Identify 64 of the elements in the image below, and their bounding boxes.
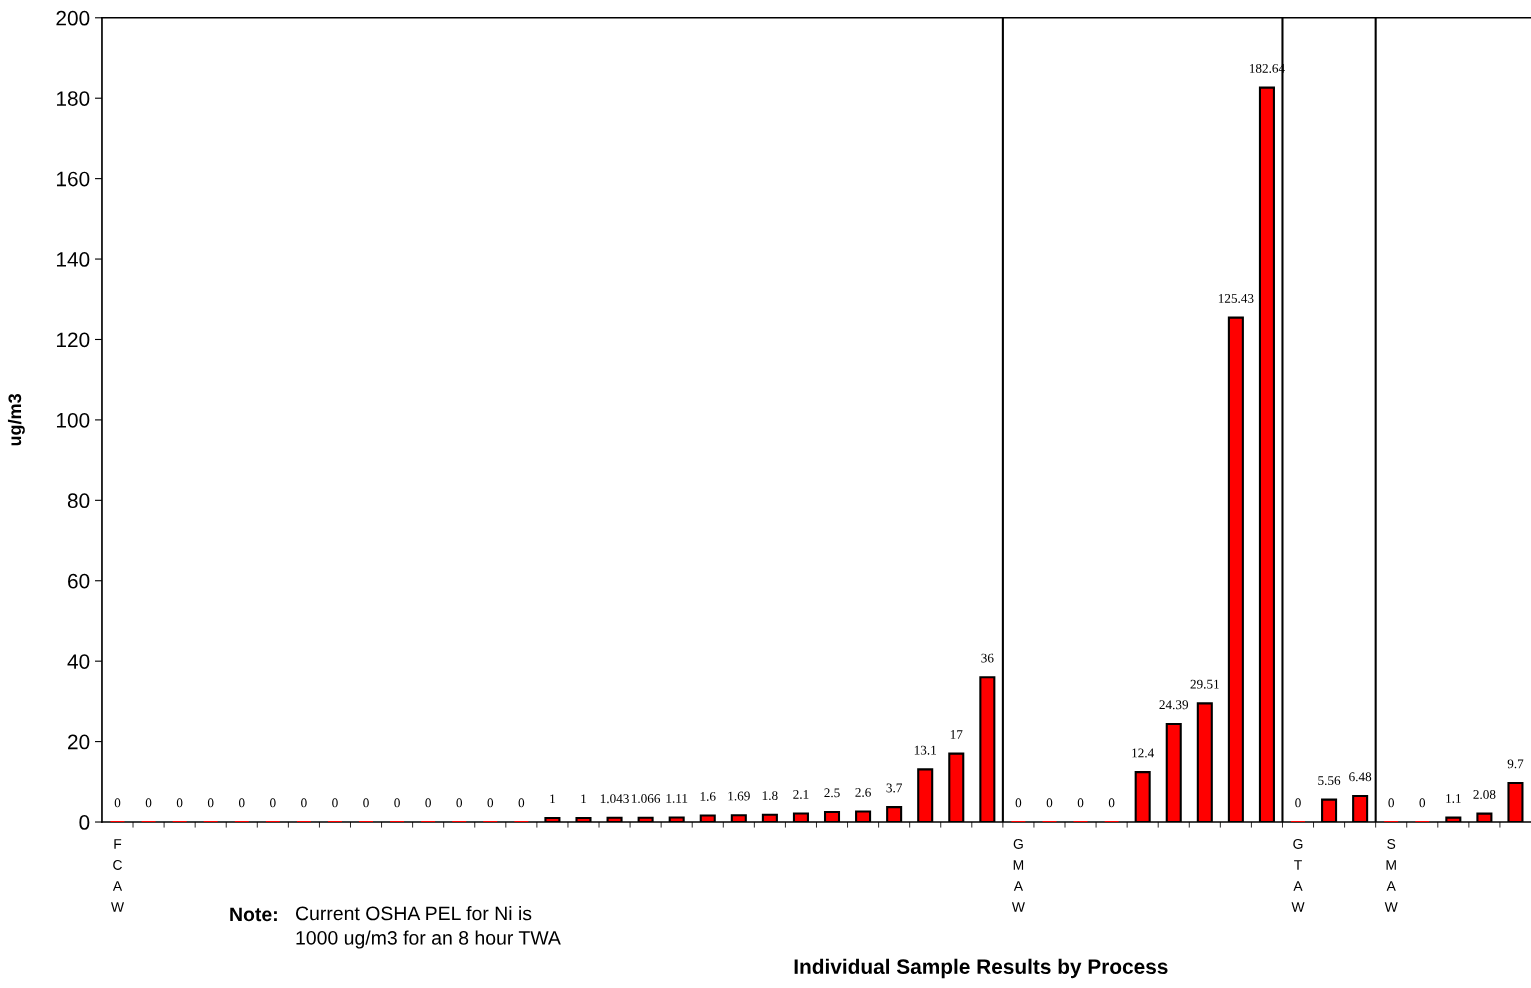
data-label: 0 xyxy=(1295,798,1301,808)
x-tick-label: FCAW xyxy=(111,839,124,912)
data-label: 0 xyxy=(145,798,152,808)
x-tick-label: SMAW xyxy=(1384,839,1398,912)
data-label: 13.1 xyxy=(914,745,936,755)
y-tick-label: 120 xyxy=(56,332,90,348)
data-label: 0 xyxy=(518,798,525,808)
data-label: 0 xyxy=(425,798,431,808)
data-label: 0 xyxy=(207,798,214,808)
data-label: 0 xyxy=(1419,798,1426,808)
data-label: 0 xyxy=(301,798,307,808)
data-label: 0 xyxy=(1015,798,1022,808)
data-label: 0 xyxy=(394,798,400,808)
data-label: 1.1 xyxy=(1446,794,1461,803)
data-label: 0 xyxy=(1046,798,1053,808)
data-label: 36 xyxy=(981,653,994,663)
data-label: 1 xyxy=(581,794,586,804)
text: Note: xyxy=(230,907,277,922)
data-label: 1.11 xyxy=(666,793,688,803)
data-label: 1.6 xyxy=(700,791,716,801)
y-tick-label: 80 xyxy=(67,493,90,509)
x-tick-label: GTAW xyxy=(1291,839,1305,912)
data-label: 125.43 xyxy=(1218,294,1254,303)
data-label: 1.066 xyxy=(631,794,661,804)
data-label: 1 xyxy=(550,794,555,804)
data-label: 2.6 xyxy=(855,787,871,797)
y-tick-label: 0 xyxy=(79,815,90,830)
data-label: 17 xyxy=(950,730,963,739)
y-tick-label: 180 xyxy=(56,91,90,106)
data-label: 3.7 xyxy=(886,783,903,793)
x-axis-title: Individual Sample Results by Process xyxy=(794,958,1168,979)
y-axis-title: ug/m3 xyxy=(7,393,25,446)
data-label: 1.69 xyxy=(728,791,750,801)
data-label: 0 xyxy=(456,798,463,808)
data-label: 0 xyxy=(487,798,494,808)
y-tick-label: 40 xyxy=(67,654,90,669)
data-label: 0 xyxy=(238,798,245,808)
data-label: 29.51 xyxy=(1190,679,1219,689)
y-tick-label: 20 xyxy=(68,734,90,750)
y-tick-label: 140 xyxy=(56,252,90,267)
y-tick-label: 200 xyxy=(56,10,90,26)
data-label: 0 xyxy=(1388,798,1394,808)
data-label: 0 xyxy=(363,798,369,808)
data-label: 2.1 xyxy=(793,789,809,799)
data-label: 0 xyxy=(176,798,183,808)
data-label: 5.56 xyxy=(1318,776,1341,785)
text: Current OSHA PEL for Ni is 1000 ug/m3 for an 8 hour TWA xyxy=(295,906,561,949)
data-label: 9.7 xyxy=(1507,759,1524,769)
data-label: 2.08 xyxy=(1473,790,1496,799)
y-tick-label: 60 xyxy=(68,573,90,589)
data-label: 0 xyxy=(270,798,276,808)
data-label: 12.4 xyxy=(1132,748,1155,758)
data-label: 6.48 xyxy=(1349,772,1372,782)
x-tick-label: GMAW xyxy=(1011,839,1025,912)
data-label: 0 xyxy=(332,798,338,808)
data-label: 0 xyxy=(1108,798,1115,808)
y-tick-label: 100 xyxy=(56,412,90,428)
data-label: 2.5 xyxy=(824,788,840,798)
data-label: 0 xyxy=(1077,798,1084,808)
data-label: 24.39 xyxy=(1159,700,1189,710)
y-tick-label: 160 xyxy=(56,171,90,187)
data-label: 1.8 xyxy=(762,791,778,801)
data-label: 1.043 xyxy=(600,794,629,804)
data-label: 0 xyxy=(114,798,121,808)
